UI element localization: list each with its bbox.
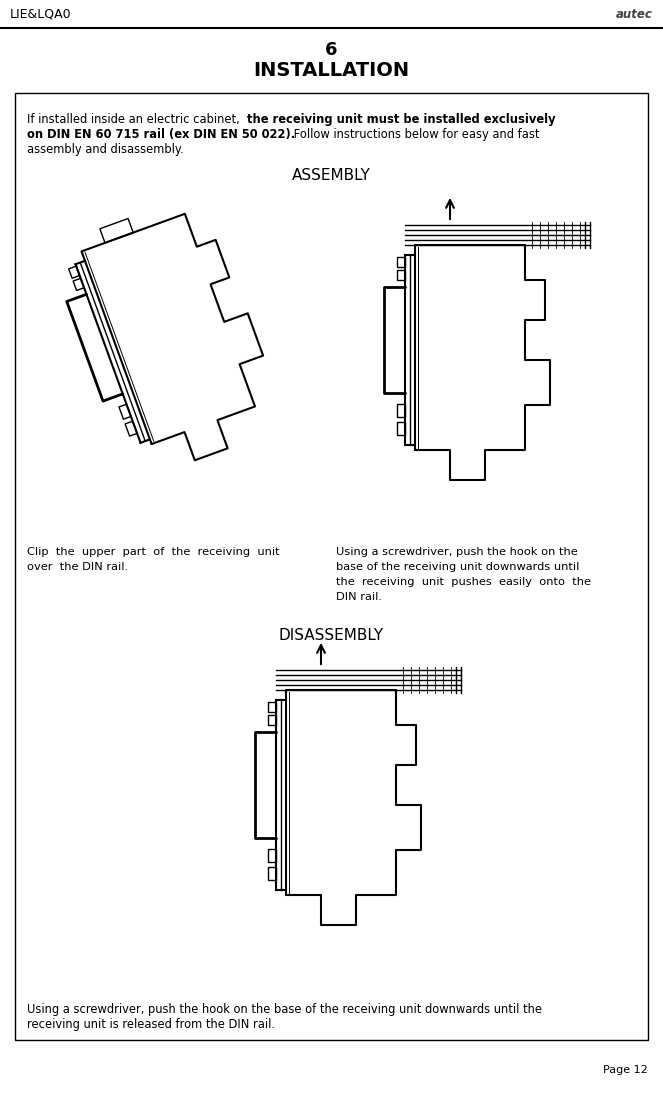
Text: INSTALLATION: INSTALLATION <box>253 60 409 80</box>
Text: 6: 6 <box>325 41 337 59</box>
Text: over  the DIN rail.: over the DIN rail. <box>27 562 128 572</box>
Text: Using a screwdriver, push the hook on the base of the receiving unit downwards u: Using a screwdriver, push the hook on th… <box>27 1003 542 1016</box>
Text: on DIN EN 60 715 rail (ex DIN EN 50 022).: on DIN EN 60 715 rail (ex DIN EN 50 022)… <box>27 128 295 141</box>
Text: DIN rail.: DIN rail. <box>336 592 382 602</box>
Bar <box>15 93 648 1040</box>
Text: Clip  the  upper  part  of  the  receiving  unit: Clip the upper part of the receiving uni… <box>27 548 280 557</box>
Text: Follow instructions below for easy and fast: Follow instructions below for easy and f… <box>290 128 540 141</box>
Text: base of the receiving unit downwards until: base of the receiving unit downwards unt… <box>336 562 579 572</box>
Text: DISASSEMBLY: DISASSEMBLY <box>278 627 384 643</box>
Text: If installed inside an electric cabinet,: If installed inside an electric cabinet, <box>27 113 243 126</box>
Text: receiving unit is released from the DIN rail.: receiving unit is released from the DIN … <box>27 1018 275 1031</box>
Text: LIE&LQA0: LIE&LQA0 <box>10 8 72 21</box>
Text: autec: autec <box>616 8 653 21</box>
Text: ASSEMBLY: ASSEMBLY <box>292 168 371 183</box>
Text: the  receiving  unit  pushes  easily  onto  the: the receiving unit pushes easily onto th… <box>336 577 591 587</box>
Text: assembly and disassembly.: assembly and disassembly. <box>27 143 184 155</box>
Text: Page 12: Page 12 <box>603 1065 648 1075</box>
Text: the receiving unit must be installed exclusively: the receiving unit must be installed exc… <box>247 113 556 126</box>
Text: Using a screwdriver, push the hook on the: Using a screwdriver, push the hook on th… <box>336 548 577 557</box>
